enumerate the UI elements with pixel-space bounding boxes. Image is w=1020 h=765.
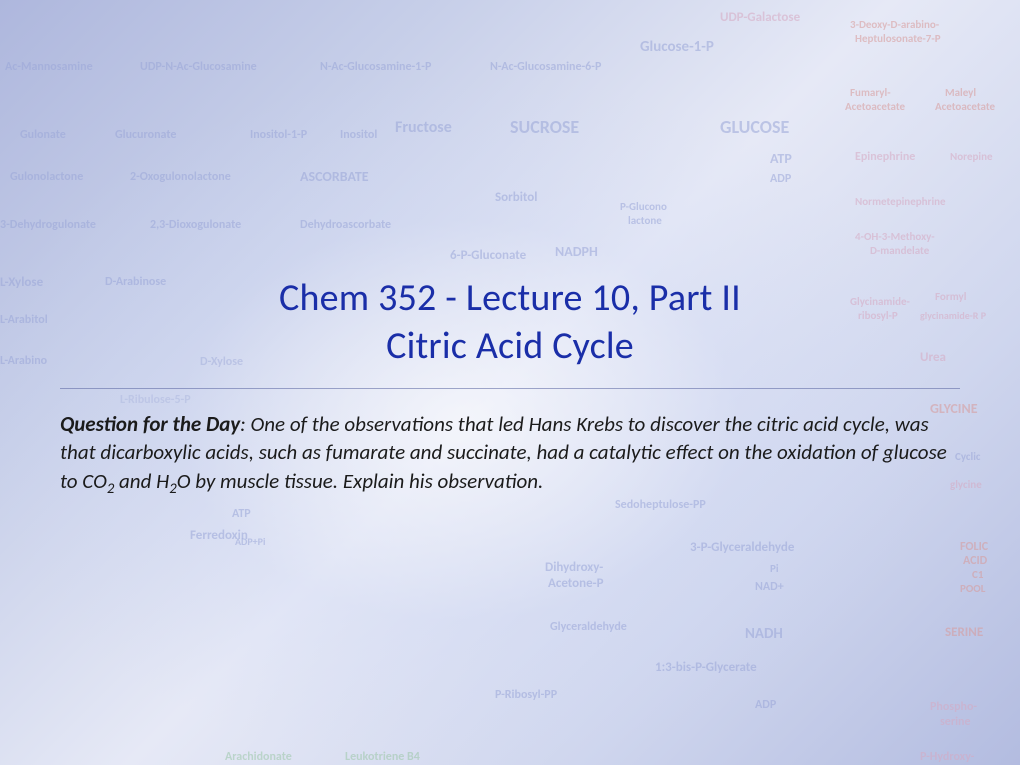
bg-pathway-label: NADH (745, 625, 783, 643)
bg-pathway-label: Sedoheptulose-PP (615, 498, 706, 512)
bg-pathway-label: Phospho- (930, 700, 977, 714)
bg-pathway-label: ATP (232, 507, 251, 521)
bg-pathway-label: NAD+ (755, 580, 784, 594)
slide: UDP-GalactoseGlucose-1-P3-Deoxy-D-arabin… (0, 0, 1020, 765)
question-lead: Question for the Day (60, 411, 240, 437)
title-line-2: Citric Acid Cycle (386, 323, 634, 369)
bg-pathway-label: Ferredoxin (190, 528, 248, 543)
bg-pathway-label: ADP+Pi (235, 535, 265, 548)
question-paragraph: Question for the Day: One of the observa… (60, 410, 960, 499)
bg-pathway-label: Pi (770, 562, 779, 575)
question-part-b: and H (114, 468, 169, 494)
question-part-c: O by muscle tissue. Explain his observat… (177, 468, 544, 494)
bg-pathway-label: Arachidonate (225, 750, 292, 764)
bg-pathway-label: FOLIC (960, 540, 988, 554)
bg-pathway-label: C1 (972, 568, 983, 581)
bg-pathway-label: Leukotriene B4 (345, 750, 420, 764)
bg-pathway-label: ACID (963, 554, 987, 568)
bg-pathway-label: ADP (755, 698, 776, 712)
bg-pathway-label: Acetone-P (548, 576, 604, 591)
title-line-1: Chem 352 - Lecture 10, Part II (279, 275, 741, 321)
bg-pathway-label: P-Ribosyl-PP (495, 688, 557, 702)
bg-pathway-label: SERINE (945, 625, 983, 640)
subscript-h2o: 2 (169, 479, 176, 497)
slide-title: Chem 352 - Lecture 10, Part II Citric Ac… (60, 275, 960, 370)
title-divider (60, 388, 960, 389)
bg-pathway-label: serine (940, 715, 971, 729)
bg-pathway-label: POOL (960, 582, 985, 595)
bg-pathway-label: 1:3-bis-P-Glycerate (655, 660, 757, 675)
bg-pathway-label: 3-P-Glyceraldehyde (690, 540, 794, 555)
slide-content: Chem 352 - Lecture 10, Part II Citric Ac… (0, 0, 1020, 499)
bg-pathway-label: Dihydroxy- (545, 560, 603, 575)
bg-pathway-label: Glyceraldehyde (550, 620, 627, 634)
bg-pathway-label: P-Hydroxy- (920, 750, 974, 764)
